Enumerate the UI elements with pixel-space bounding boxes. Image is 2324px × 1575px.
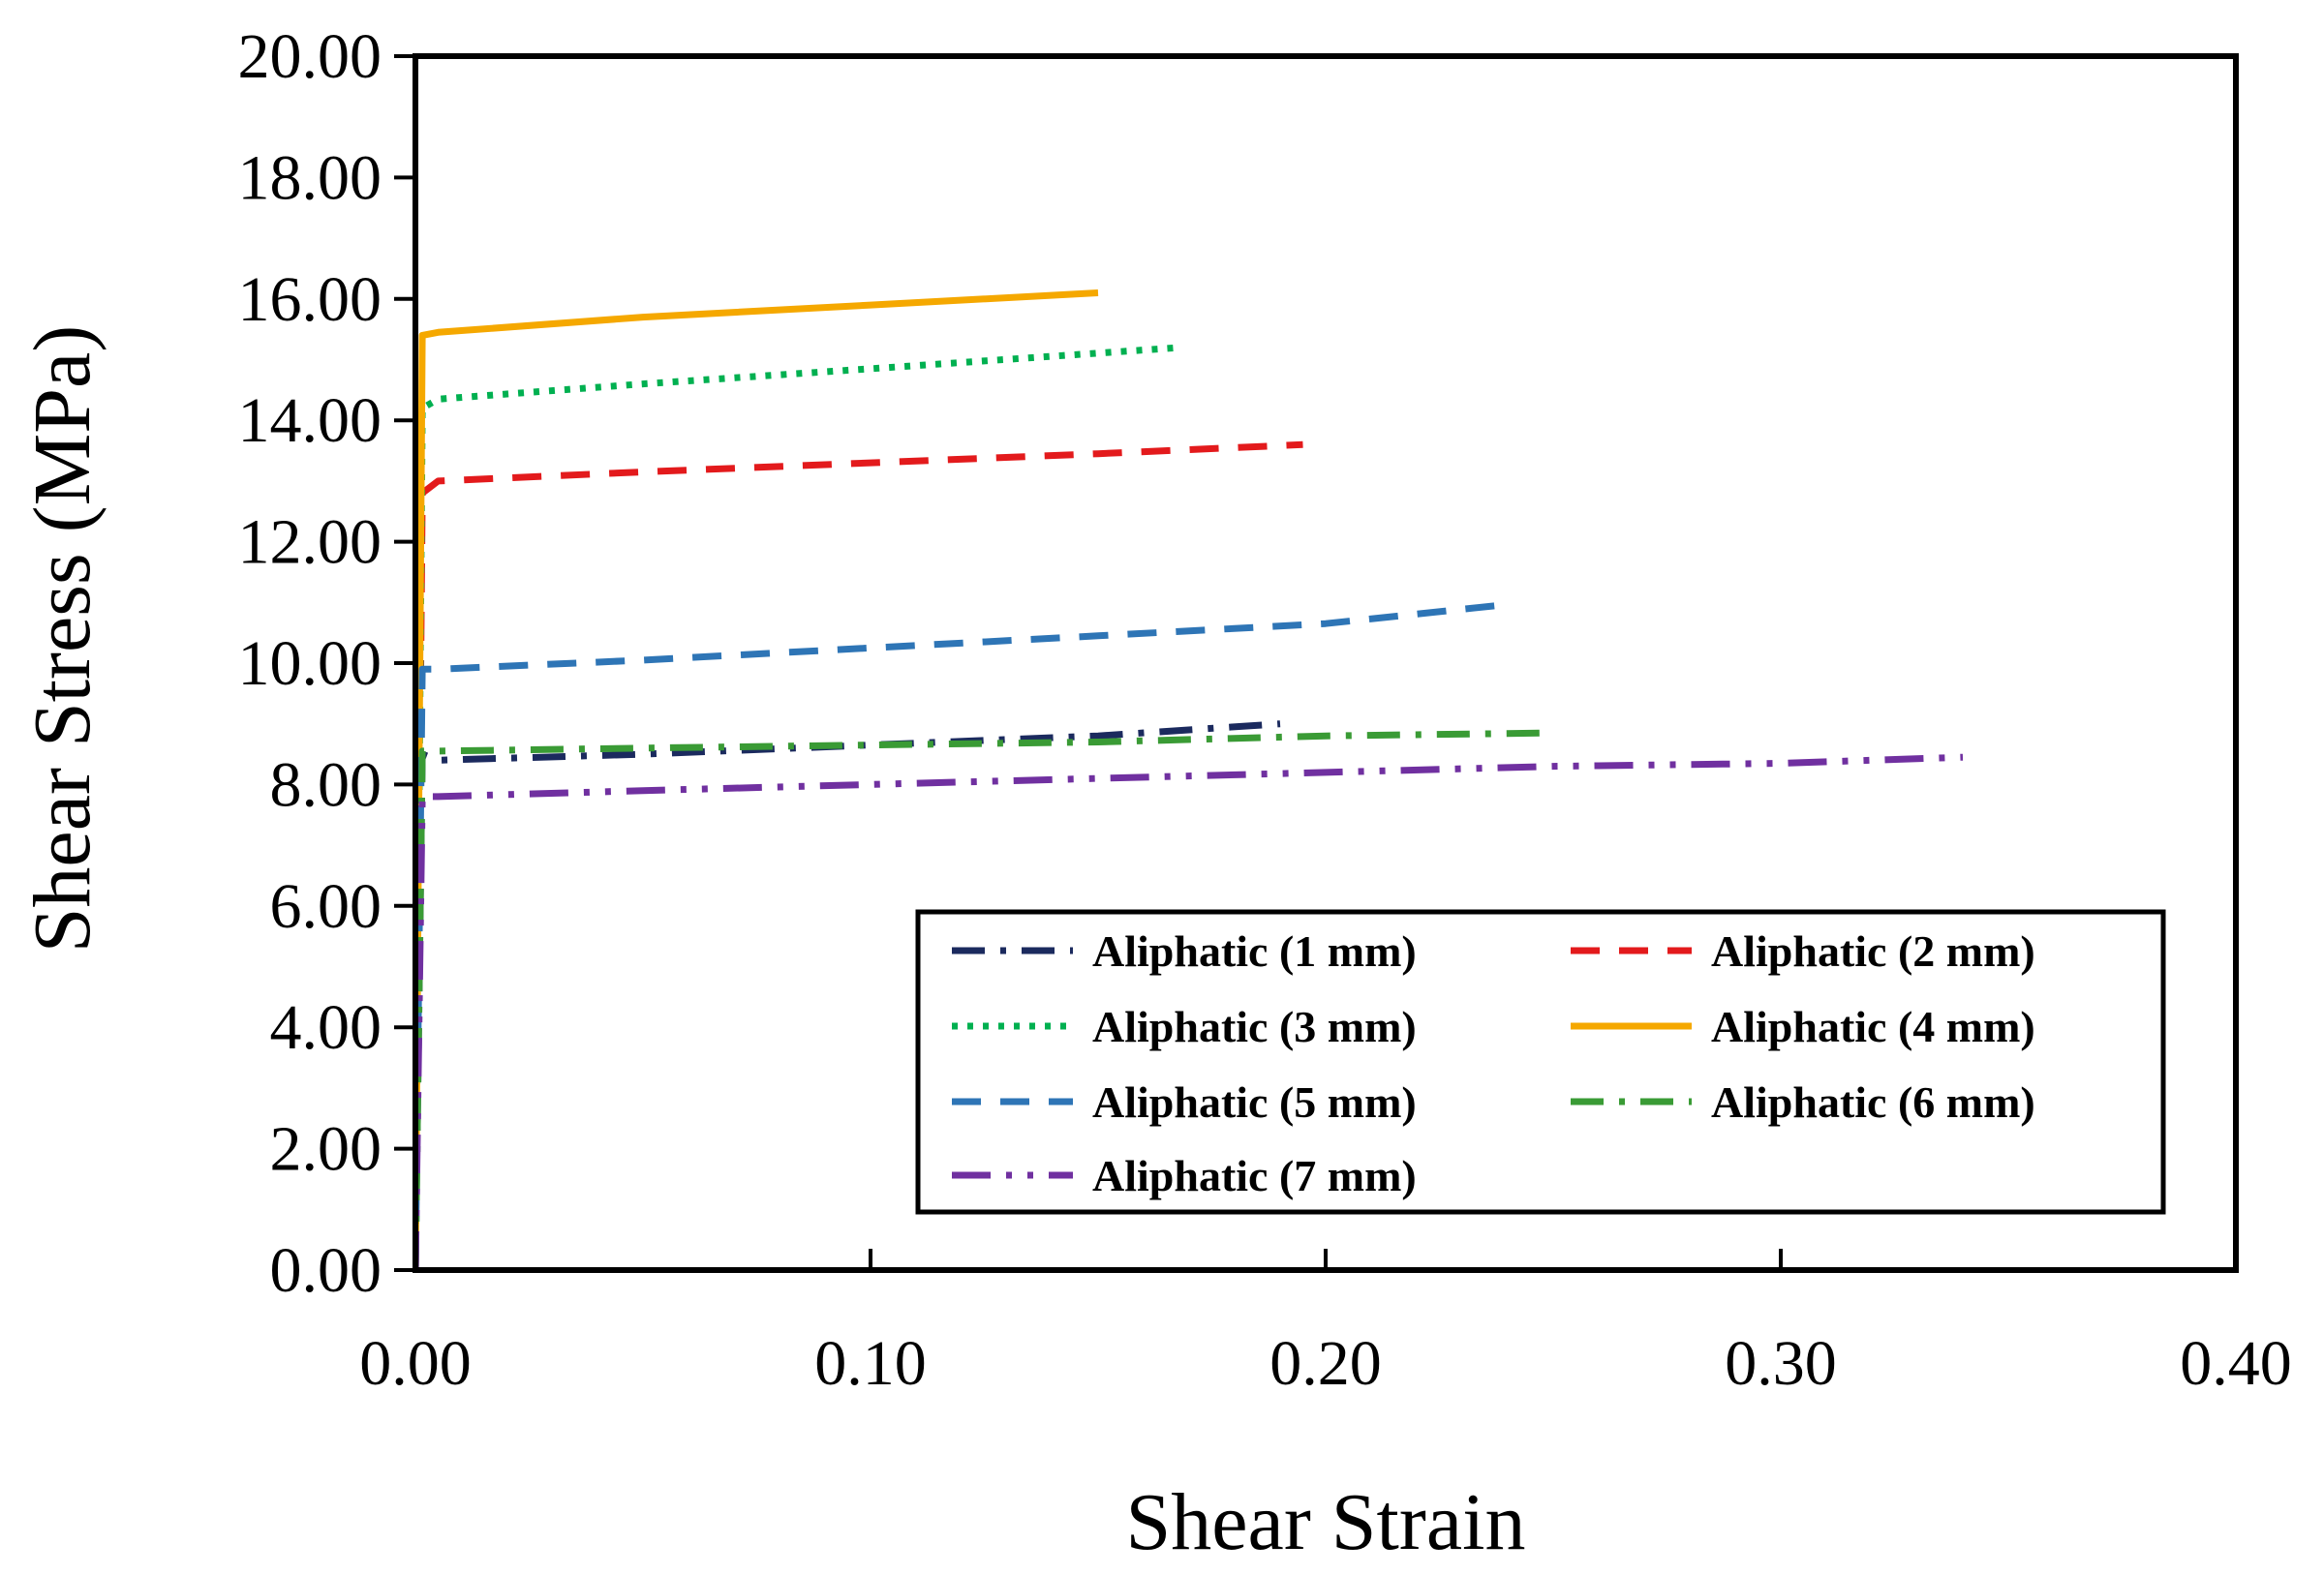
y-tick-label: 20.00: [238, 21, 382, 92]
x-axis: 0.00 0.10 0.20 0.30 0.40: [359, 1249, 2292, 1399]
legend-label-6: Aliphatic (6 mm): [1711, 1077, 2035, 1127]
y-tick-label: 6.00: [270, 871, 382, 942]
legend-label-4: Aliphatic (4 mm): [1711, 1002, 2035, 1051]
legend-label-1: Aliphatic (1 mm): [1092, 926, 1417, 976]
y-tick-label: 2.00: [270, 1114, 382, 1185]
y-axis-title: Shear Stress (MPa): [17, 325, 107, 954]
y-tick-label: 0.00: [270, 1235, 382, 1306]
y-tick-label: 18.00: [238, 142, 382, 213]
legend-label-3: Aliphatic (3 mm): [1092, 1002, 1417, 1051]
series-line-4: [415, 289, 1099, 1270]
y-tick-label: 16.00: [238, 264, 382, 335]
legend-label-7: Aliphatic (7 mm): [1092, 1151, 1417, 1200]
x-tick-label: 0.00: [359, 1328, 472, 1399]
legend-label-2: Aliphatic (2 mm): [1711, 926, 2035, 976]
x-axis-title: Shear Strain: [1126, 1477, 1526, 1567]
legend: Aliphatic (1 mm) Aliphatic (2 mm) Aliphati…: [915, 909, 2166, 1215]
y-axis: 0.00 2.00 4.00 6.00 8.00 10.00 12.00 14.00 16.00…: [238, 21, 415, 1306]
x-tick-label: 0.20: [1269, 1328, 1382, 1399]
legend-box: [915, 909, 2166, 1215]
legend-label-5: Aliphatic (5 mm): [1092, 1077, 1417, 1127]
x-tick-label: 0.30: [1725, 1328, 1837, 1399]
y-tick-label: 12.00: [238, 507, 382, 578]
x-tick-label: 0.40: [2180, 1328, 2292, 1399]
series-line-5: [415, 601, 1499, 1270]
y-tick-label: 14.00: [238, 385, 382, 456]
y-tick-label: 10.00: [238, 628, 382, 699]
series-layer: [415, 289, 1964, 1270]
series-line-6: [415, 729, 1554, 1270]
y-tick-label: 8.00: [270, 749, 382, 820]
x-tick-label: 0.10: [814, 1328, 927, 1399]
y-tick-label: 4.00: [270, 992, 382, 1063]
